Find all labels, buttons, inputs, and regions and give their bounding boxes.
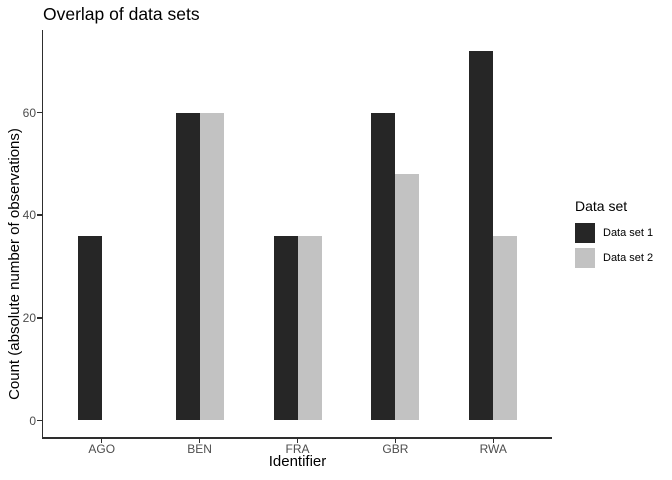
- x-tick: [198, 438, 201, 443]
- x-axis-line: [41, 437, 552, 439]
- legend-item-dataset1: Data set 1: [575, 223, 653, 243]
- bar-rwa-dataset2: [493, 235, 518, 421]
- x-tick-label-gbr: GBR: [382, 442, 409, 456]
- bar-rwa-dataset1: [469, 50, 494, 421]
- x-axis-title: Identifier: [268, 453, 327, 470]
- bar-ben-dataset1: [175, 112, 200, 421]
- chart-title: Overlap of data sets: [43, 4, 200, 24]
- x-tick-label-ago: AGO: [88, 442, 116, 456]
- y-tick: [37, 419, 42, 422]
- y-axis-title: Count (absolute number of observations): [6, 128, 23, 400]
- y-tick: [37, 214, 42, 216]
- x-tick: [492, 438, 495, 443]
- x-tick: [100, 438, 103, 443]
- x-tick-label-fra: FRA: [285, 442, 310, 456]
- legend-label-dataset1: Data set 1: [603, 227, 654, 239]
- legend: Data set Data set 1 Data set 2: [575, 198, 653, 273]
- y-tick: [37, 317, 42, 319]
- legend-swatch-dataset1: [575, 223, 595, 243]
- bar-gbr-dataset1: [371, 112, 396, 421]
- bar-fra-dataset2: [297, 235, 322, 421]
- bar-ago-dataset1: [77, 235, 102, 421]
- x-tick: [296, 438, 299, 443]
- y-axis-line: [41, 30, 43, 439]
- x-tick-label-rwa: RWA: [479, 442, 507, 456]
- legend-item-dataset2: Data set 2: [575, 248, 653, 268]
- bar-fra-dataset1: [273, 235, 298, 421]
- y-tick-label: 0: [29, 413, 36, 428]
- legend-swatch-dataset2: [575, 248, 595, 268]
- bar-ben-dataset2: [199, 112, 224, 421]
- legend-title: Data set: [575, 198, 628, 214]
- y-tick: [37, 111, 42, 114]
- x-tick: [394, 438, 397, 443]
- y-tick-label: 40: [22, 208, 36, 223]
- bar-gbr-dataset2: [395, 174, 420, 421]
- y-tick-label: 60: [22, 105, 36, 120]
- y-tick-label: 20: [22, 310, 36, 325]
- x-tick-label-ben: BEN: [187, 442, 212, 456]
- legend-label-dataset2: Data set 2: [603, 252, 654, 264]
